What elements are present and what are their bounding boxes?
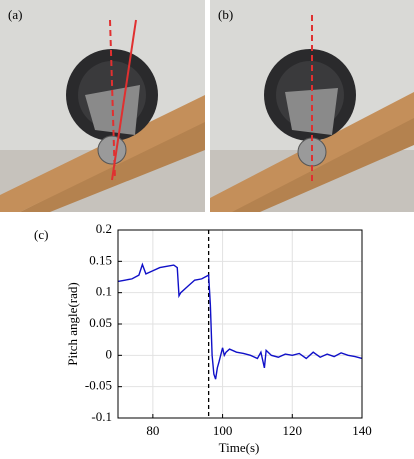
y-axis-label: Pitch angle(rad): [65, 282, 80, 365]
y-tick-label: -0.05: [85, 378, 112, 393]
y-tick-label: 0.2: [96, 221, 112, 236]
photo-a: (a): [0, 0, 205, 212]
y-tick-label: -0.1: [91, 409, 112, 424]
panel-label: (c): [34, 227, 48, 242]
y-tick-label: 0: [106, 346, 113, 361]
data-line: [117, 262, 363, 380]
plot-frame: [117, 229, 363, 419]
y-tick-label: 0.15: [89, 252, 112, 267]
x-axis-label: Time(s): [219, 440, 260, 455]
photo-b: (b): [210, 0, 414, 212]
x-tick-label: 120: [283, 423, 303, 438]
x-tick-label: 80: [146, 423, 159, 438]
plot-area: 0.2 0.15 0.1 0.05 0 -0.05 -0.1 80 100 120 140: [85, 221, 372, 438]
y-tick-label: 0.1: [96, 284, 112, 299]
y-tick-label: 0.05: [89, 315, 112, 330]
x-tick-label: 140: [352, 423, 372, 438]
panel-label: (a): [8, 7, 22, 22]
panel-label: (b): [218, 7, 233, 22]
x-tick-label: 100: [213, 423, 233, 438]
